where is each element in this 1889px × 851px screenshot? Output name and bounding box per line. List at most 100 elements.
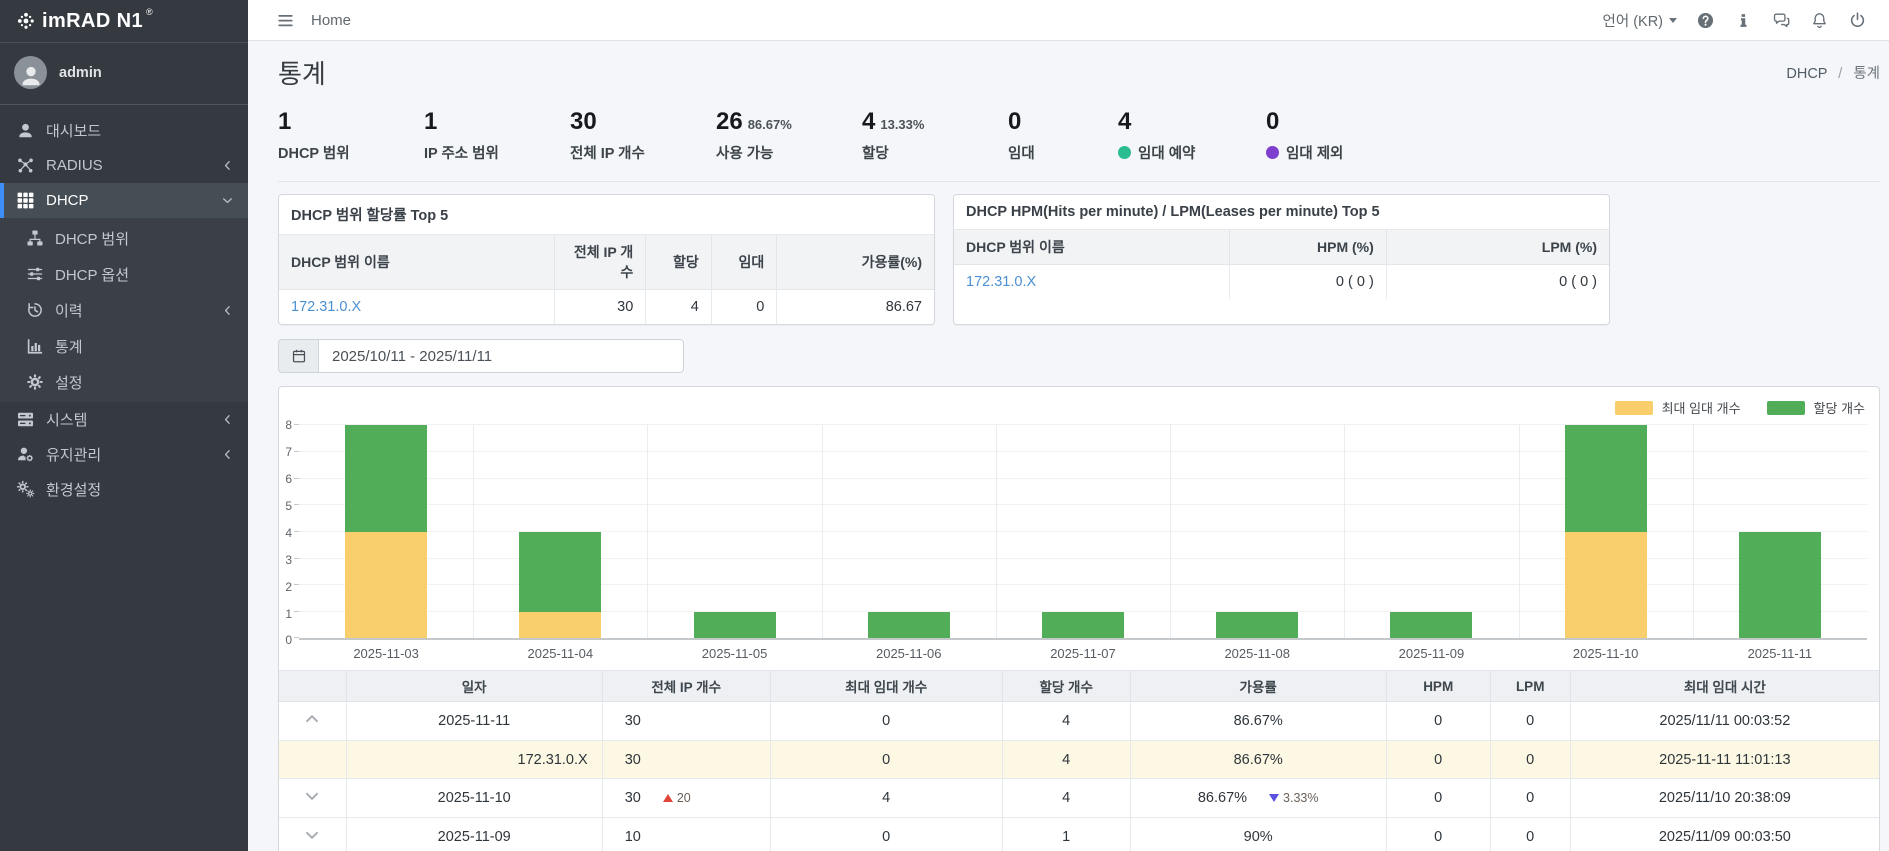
y-tick-label: 6 bbox=[285, 472, 292, 487]
bar-segment bbox=[1216, 611, 1299, 639]
home-link[interactable]: Home bbox=[311, 11, 352, 29]
caret-down-icon bbox=[1669, 17, 1677, 23]
chart-y-axis: 0 1 2 3 4 5 6 7 8 bbox=[283, 419, 292, 646]
grid-col-header: 가용률 bbox=[1129, 670, 1387, 703]
expand-row-button[interactable] bbox=[304, 827, 320, 843]
alloc-cell: 4 bbox=[1001, 778, 1131, 819]
bar-2025-11-09[interactable] bbox=[1390, 425, 1473, 639]
x-tick-label: 2025-11-03 bbox=[353, 646, 419, 662]
col-header: HPM (%) bbox=[1228, 230, 1387, 266]
sidebar-item-label: DHCP bbox=[46, 192, 89, 209]
sidebar-item-statistics[interactable]: 통계 bbox=[0, 328, 248, 364]
user-name: admin bbox=[59, 64, 102, 81]
topbar: Home 언어 (KR) bbox=[248, 0, 1889, 41]
scope-link[interactable]: 172.31.0.X bbox=[291, 299, 362, 316]
bar-2025-11-07[interactable] bbox=[1041, 425, 1124, 639]
hpm-cell: 0 bbox=[1385, 778, 1491, 819]
date-range-input[interactable] bbox=[318, 339, 684, 374]
lpm-cell: 0 bbox=[1489, 701, 1571, 742]
sidebar-item-history[interactable]: 이력 bbox=[0, 292, 248, 328]
total-ip-cell: 30 bbox=[601, 740, 771, 780]
max-lease-cell: 0 bbox=[769, 701, 1003, 742]
alloc-cell: 1 bbox=[1001, 817, 1131, 851]
sidebar-item-maintenance[interactable]: 유지관리 bbox=[0, 437, 248, 472]
sidebar-item-label: 이력 bbox=[55, 302, 83, 320]
sidebar-item-dhcp[interactable]: DHCP bbox=[0, 183, 248, 218]
chevron-down-icon bbox=[221, 194, 234, 207]
legend-swatch-max-lease bbox=[1614, 400, 1653, 415]
x-tick-label: 2025-11-06 bbox=[875, 646, 942, 662]
stat-lease-reserved: 4 임대 예약 bbox=[1118, 108, 1196, 163]
y-tick-label: 1 bbox=[285, 606, 292, 621]
sidebar-item-dashboard[interactable]: 대시보드 bbox=[0, 113, 248, 148]
table-row: 172.31.0.X 0 ( 0 ) 0 ( 0 ) bbox=[954, 264, 1609, 300]
notifications-button[interactable] bbox=[1810, 11, 1829, 30]
brand-logo-icon bbox=[14, 9, 38, 33]
calendar-icon bbox=[291, 348, 307, 364]
sidebar-item-label: 유지관리 bbox=[46, 447, 102, 464]
logout-button[interactable] bbox=[1848, 11, 1867, 30]
availability-cell: 90% bbox=[1129, 817, 1387, 851]
bar-segment bbox=[345, 531, 428, 639]
col-header: 할당 bbox=[645, 235, 712, 291]
breadcrumb-link-dhcp[interactable]: DHCP bbox=[1786, 66, 1828, 82]
chevron-left-icon bbox=[221, 413, 234, 426]
availability-cell: 86.67% bbox=[1129, 701, 1387, 742]
breadcrumb-current: 통계 bbox=[1853, 66, 1880, 82]
total-ip-cell: 30 bbox=[601, 701, 771, 742]
max-lease-cell: 0 bbox=[769, 740, 1003, 780]
legend-swatch-alloc bbox=[1766, 400, 1805, 415]
scope-name-cell: 172.31.0.X bbox=[345, 740, 603, 780]
language-label: 언어 (KR) bbox=[1602, 13, 1663, 30]
brand[interactable]: imRAD N1 ® bbox=[0, 0, 248, 43]
col-header: DHCP 범위 이름 bbox=[954, 230, 1230, 266]
sidebar-item-system[interactable]: 시스템 bbox=[0, 402, 248, 437]
bar-2025-11-08[interactable] bbox=[1216, 425, 1299, 639]
bar-2025-11-05[interactable] bbox=[693, 425, 776, 639]
sidebar-item-dhcp-options[interactable]: DHCP 옵션 bbox=[0, 256, 248, 292]
sidebar-item-dhcp-scope[interactable]: DHCP 범위 bbox=[0, 220, 248, 256]
bar-2025-11-10[interactable] bbox=[1564, 425, 1647, 639]
language-menu[interactable]: 언어 (KR) bbox=[1602, 10, 1677, 31]
bar-segment bbox=[519, 611, 602, 639]
stat-ip-range: 1 IP 주소 범위 bbox=[424, 108, 499, 163]
sidebar-toggle-button[interactable] bbox=[276, 11, 295, 30]
dhcp-submenu: DHCP 범위 DHCP 옵션 이력 통계 설정 bbox=[0, 218, 248, 402]
collapse-row-button[interactable] bbox=[304, 711, 320, 727]
sidebar-item-label: 시스템 bbox=[46, 412, 88, 429]
x-tick-label: 2025-11-07 bbox=[1050, 646, 1116, 662]
info-button[interactable] bbox=[1734, 11, 1753, 30]
bar-2025-11-11[interactable] bbox=[1738, 425, 1821, 639]
dashboard-icon bbox=[16, 121, 35, 140]
bar-2025-11-06[interactable] bbox=[867, 425, 950, 639]
user-icon bbox=[18, 63, 44, 89]
bar-2025-11-04[interactable] bbox=[519, 425, 602, 639]
cogs-icon bbox=[16, 480, 35, 499]
chart-x-axis: 2025-11-03 2025-11-04 2025-11-05 2025-11-06… bbox=[299, 640, 1867, 666]
sidebar-item-settings[interactable]: 설정 bbox=[0, 364, 248, 400]
sidebar-item-label: RADIUS bbox=[46, 157, 103, 174]
expand-row-button[interactable] bbox=[304, 788, 320, 804]
total-ip-cell: 10 bbox=[601, 817, 771, 851]
stat-available: 26 86.67% 사용 가능 bbox=[716, 108, 792, 163]
sidebar-item-preferences[interactable]: 환경설정 bbox=[0, 472, 248, 507]
help-button[interactable] bbox=[1696, 11, 1715, 30]
y-tick-label: 0 bbox=[285, 633, 292, 648]
scope-link[interactable]: 172.31.0.X bbox=[966, 274, 1037, 291]
hpm-cell: 0 bbox=[1385, 740, 1491, 780]
sliders-icon bbox=[26, 265, 44, 283]
calendar-button[interactable] bbox=[278, 339, 318, 374]
bar-segment bbox=[1390, 611, 1473, 639]
legend-item-max-lease[interactable]: 최대 임대 개수 bbox=[1614, 398, 1741, 417]
bar-2025-11-03[interactable] bbox=[345, 425, 428, 639]
messages-button[interactable] bbox=[1772, 11, 1791, 30]
sidebar-item-radius[interactable]: RADIUS bbox=[0, 148, 248, 183]
max-lease-time-cell: 2025-11-11 11:01:13 bbox=[1569, 740, 1879, 780]
y-tick-label: 2 bbox=[285, 579, 292, 594]
x-tick-label: 2025-11-11 bbox=[1747, 646, 1813, 662]
availability-cell: 86.67% bbox=[1129, 740, 1387, 780]
sidebar-menu: 대시보드 RADIUS DHCP DHCP 범위 DHCP 옵션 이력 bbox=[0, 105, 248, 507]
legend-item-alloc[interactable]: 할당 개수 bbox=[1766, 398, 1865, 417]
question-circle-icon bbox=[1696, 11, 1715, 30]
breadcrumb: DHCP / 통계 bbox=[1786, 62, 1880, 83]
